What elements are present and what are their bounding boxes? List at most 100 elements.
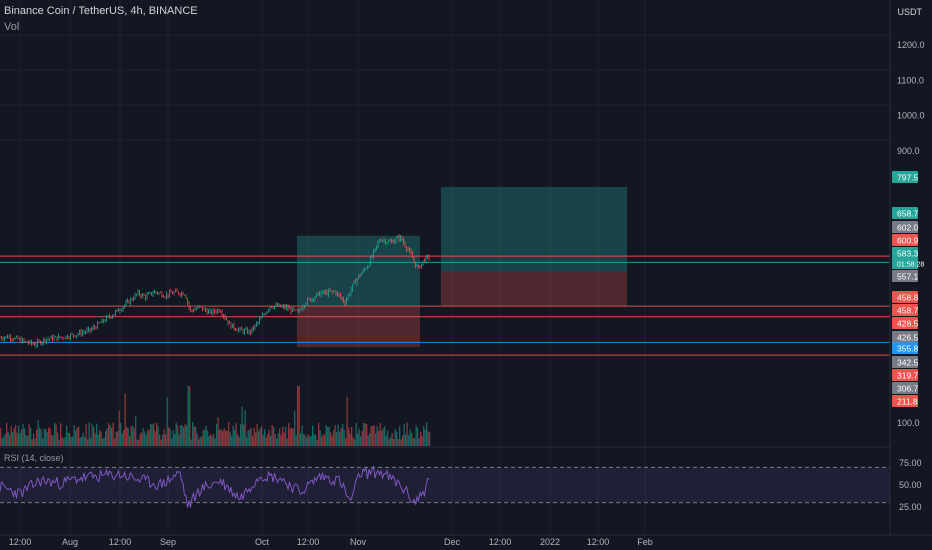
volume-bar [49, 428, 51, 446]
volume-bar [418, 438, 420, 446]
volume-bar [127, 428, 129, 446]
volume-bar [112, 422, 114, 446]
volume-bar [13, 428, 15, 446]
volume-bar [72, 436, 74, 446]
volume-bar [385, 435, 387, 446]
volume-bar [31, 439, 33, 446]
volume-bar [420, 431, 422, 446]
price-badge[interactable] [892, 317, 918, 329]
volume-bar [240, 424, 242, 446]
volume-bar [175, 422, 177, 446]
price-badge-label: 342.5 [897, 358, 919, 368]
position-loss-zone[interactable] [297, 306, 420, 348]
volume-bar [231, 435, 233, 446]
price-tick-label: 900.0 [897, 146, 920, 156]
volume-bar [282, 426, 284, 446]
price-badge[interactable] [892, 304, 918, 316]
volume-bar [144, 431, 146, 446]
volume-bar [115, 431, 117, 446]
price-badge[interactable] [892, 291, 918, 303]
volume-bar [28, 424, 30, 446]
volume-bar [81, 436, 83, 446]
rsi-tick-label: 25.00 [899, 502, 922, 512]
volume-bar [388, 439, 390, 446]
volume-bar [16, 432, 18, 446]
volume-bar [45, 429, 47, 446]
position-profit-zone[interactable] [297, 235, 420, 307]
volume-bar [18, 425, 20, 446]
rsi-tick-label: 50.00 [899, 480, 922, 490]
volume-bar [333, 430, 335, 446]
volume-bar [76, 427, 78, 446]
time-tick-label: Aug [62, 537, 78, 547]
volume-bar [243, 424, 245, 446]
price-badge[interactable] [892, 382, 918, 394]
volume-bar [325, 424, 327, 446]
price-badge[interactable] [892, 171, 918, 183]
price-badge[interactable] [892, 356, 918, 368]
volume-bar [40, 429, 42, 446]
volume-bar [141, 432, 143, 446]
volume-bar [271, 425, 273, 446]
volume-bar [238, 436, 240, 446]
volume-bar [88, 422, 90, 446]
position-profit-zone[interactable] [441, 186, 627, 272]
volume-bar [159, 434, 161, 446]
volume-bar [409, 429, 411, 446]
price-badge[interactable] [892, 331, 918, 343]
price-tick-label: 100.0 [897, 418, 920, 428]
price-badge[interactable] [892, 207, 918, 219]
volume-bar [168, 427, 170, 446]
position-loss-zone[interactable] [441, 271, 627, 307]
volume-bar [187, 386, 189, 446]
volume-bar [15, 424, 17, 446]
volume-bar [226, 431, 228, 446]
volume-bar [124, 393, 126, 446]
volume-bar [75, 430, 77, 446]
volume-bar [303, 434, 305, 446]
volume-bar [369, 432, 371, 446]
volume-bar [330, 432, 332, 446]
chart-title: Binance Coin / TetherUS, 4h, BINANCE [4, 5, 198, 17]
volume-bar [10, 425, 12, 446]
volume-bar [255, 432, 257, 446]
price-badge[interactable] [892, 221, 918, 233]
volume-bar [241, 406, 243, 446]
price-badge[interactable] [892, 234, 918, 246]
volume-bar [250, 427, 252, 446]
volume-bar [273, 427, 275, 446]
time-tick-label: 2022 [540, 537, 560, 547]
price-badge[interactable] [892, 395, 918, 407]
price-badge-label: 355.8 [897, 344, 919, 354]
volume-bar [415, 425, 417, 446]
volume-bar [204, 429, 206, 446]
volume-bar [148, 429, 150, 446]
volume-bar [300, 433, 302, 446]
volume-bar [42, 438, 44, 446]
volume-bar [268, 430, 270, 446]
volume-bar [6, 422, 8, 446]
price-badge[interactable] [892, 257, 918, 269]
price-badge-label: 583.3 [897, 249, 919, 259]
volume-bar [211, 436, 213, 446]
volume-bar [135, 416, 137, 446]
volume-bar [1, 438, 3, 446]
volume-bar [55, 424, 57, 446]
volume-bar [163, 429, 165, 446]
price-badge[interactable] [892, 369, 918, 381]
volume-bar [202, 430, 204, 446]
volume-bar [153, 423, 155, 446]
volume-bar [205, 426, 207, 446]
volume-bar [27, 436, 29, 446]
volume-bar [411, 432, 413, 446]
price-badge[interactable] [892, 270, 918, 282]
volume-bar [294, 410, 296, 446]
volume-bar [343, 429, 345, 446]
price-badge[interactable] [892, 247, 918, 259]
price-badge[interactable] [892, 342, 918, 354]
volume-bar [424, 429, 426, 446]
volume-bar [252, 435, 254, 446]
volume-bar [172, 430, 174, 446]
price-badge-label: 428.5 [897, 319, 919, 329]
